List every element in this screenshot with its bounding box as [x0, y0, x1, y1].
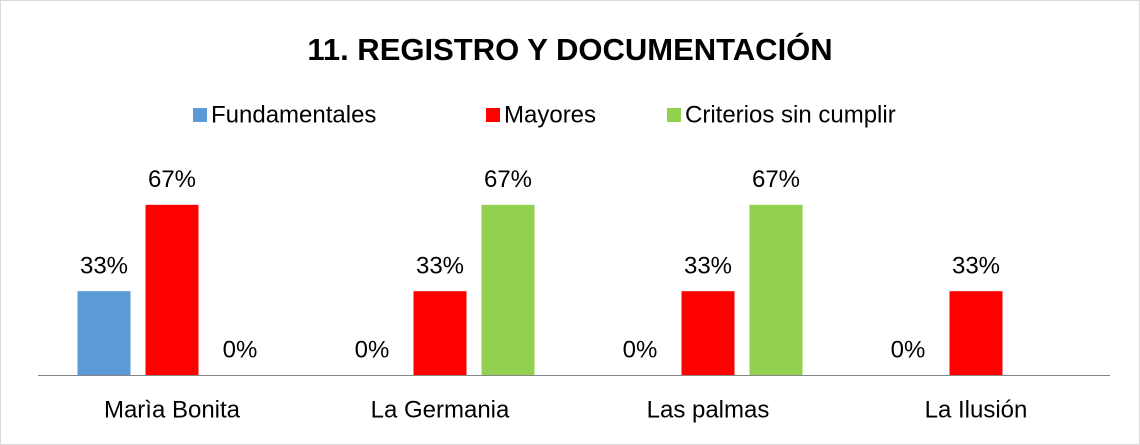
x-tick-label: La Germania — [371, 396, 510, 423]
bar — [77, 291, 131, 375]
data-label: 67% — [484, 166, 532, 193]
bar — [413, 291, 467, 375]
x-tick-label: La Ilusión — [925, 396, 1028, 423]
legend-label: Fundamentales — [211, 101, 376, 128]
data-label: 67% — [148, 166, 196, 193]
data-label: 33% — [416, 253, 464, 280]
data-label: 0% — [223, 336, 258, 363]
legend-label: Criterios sin cumplir — [685, 101, 896, 128]
bar — [145, 204, 199, 375]
data-label: 0% — [355, 336, 390, 363]
bar — [681, 291, 735, 375]
bar — [949, 291, 1003, 375]
legend-label: Mayores — [504, 101, 596, 128]
data-label: 33% — [952, 253, 1000, 280]
bar — [749, 204, 803, 375]
data-label: 33% — [684, 253, 732, 280]
legend-swatch — [486, 108, 500, 122]
data-label: 33% — [80, 253, 128, 280]
x-tick-label: Marìa Bonita — [104, 396, 241, 423]
x-tick-label: Las palmas — [647, 396, 770, 423]
chart-title: 11. REGISTRO Y DOCUMENTACIÓN — [307, 31, 832, 67]
data-label: 0% — [623, 336, 658, 363]
data-label: 67% — [752, 166, 800, 193]
legend-swatch — [193, 108, 207, 122]
data-label: 0% — [891, 336, 926, 363]
bar — [481, 204, 535, 375]
legend-swatch — [667, 108, 681, 122]
